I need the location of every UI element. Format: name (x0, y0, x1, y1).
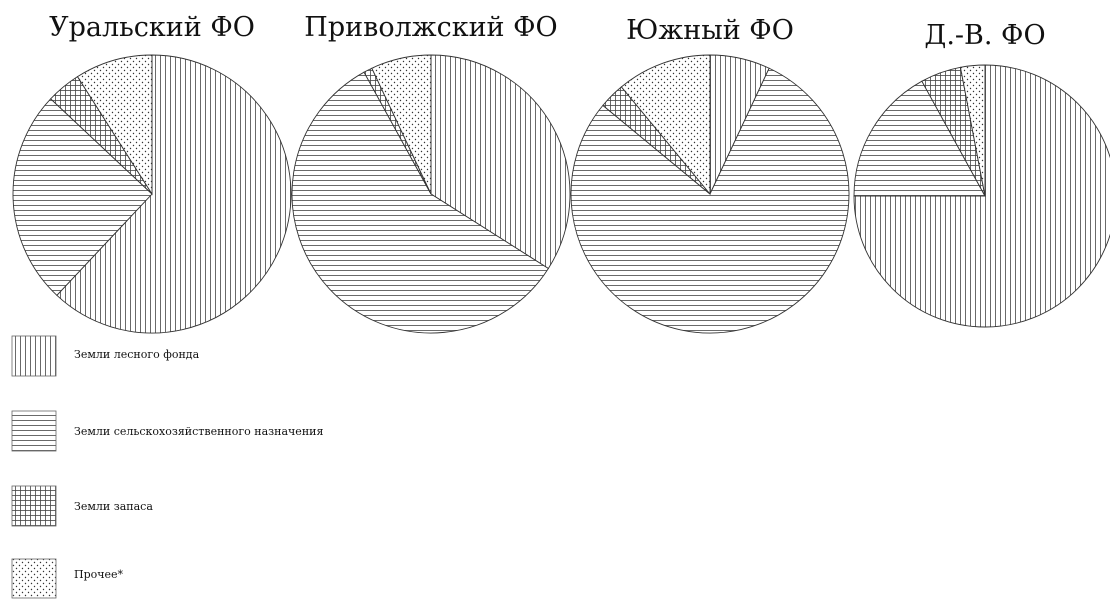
legend-swatch-reserve (11, 485, 57, 527)
pie-4-slice-agricultural (853, 80, 986, 197)
pie-title-3: Южный ФО (626, 15, 794, 46)
legend-swatch-agricultural (11, 410, 57, 452)
pie-4-slice-other (959, 64, 986, 197)
pie-4-slice-forest (853, 64, 1110, 328)
pie-chart-2: Приволжский ФО (291, 12, 571, 334)
legend-swatch-other (11, 558, 57, 599)
legend-label-agricultural: Земли сельскохозяйственного назначения (74, 425, 323, 438)
pie-title-2: Приволжский ФО (304, 12, 557, 43)
pie-3-slice-agricultural (570, 67, 850, 334)
pie-1-slices (12, 54, 292, 334)
pie-chart-1: Уральский ФО (12, 12, 292, 334)
legend-swatch-forest (11, 335, 57, 377)
legend-item-agricultural: Земли сельскохозяйственного назначения (11, 410, 323, 452)
pie-3-slices (570, 54, 850, 334)
pie-chart-3: Южный ФО (570, 15, 850, 334)
legend-item-other: Прочее* (11, 558, 124, 599)
legend-label-reserve: Земли запаса (74, 500, 153, 513)
pie-chart-4: Д.-В. ФО (853, 20, 1110, 328)
pie-2-slice-other (371, 54, 432, 195)
pie-2-slice-agricultural (291, 71, 549, 334)
pie-2-slices (291, 54, 571, 334)
pie-1-slice-forest (56, 54, 292, 334)
pie-title-4: Д.-В. ФО (924, 20, 1045, 51)
legend: Земли лесного фонда Земли сельскохозяйст… (11, 335, 323, 599)
legend-item-forest: Земли лесного фонда (11, 335, 200, 377)
legend-item-reserve: Земли запаса (11, 485, 153, 527)
pie-3-slice-other (620, 54, 711, 196)
pie-4-slices (853, 64, 1110, 328)
legend-label-other: Прочее* (74, 568, 124, 581)
pie-1-slice-agricultural (12, 98, 153, 296)
pie-1-slice-other (76, 54, 153, 196)
pie-2-slice-forest (430, 54, 571, 270)
legend-label-forest: Земли лесного фонда (74, 348, 200, 361)
pie-title-1: Уральский ФО (49, 12, 255, 43)
